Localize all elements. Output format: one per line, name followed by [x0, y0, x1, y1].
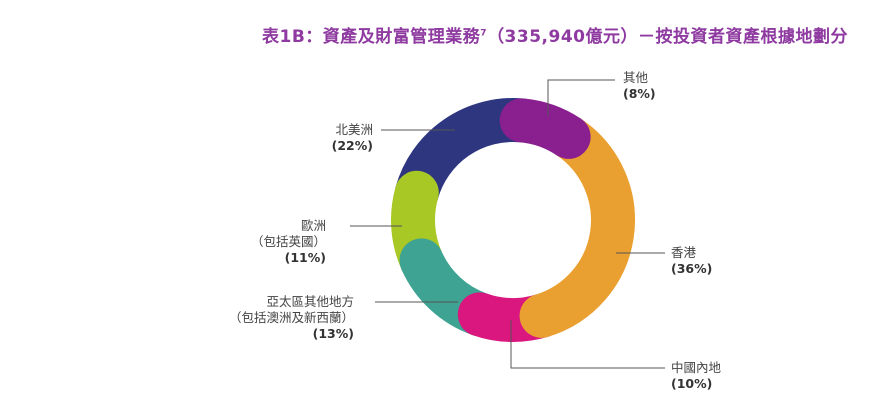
- slice-other: [499, 98, 591, 159]
- label-hk-name: 香港: [671, 245, 697, 260]
- leader-other: [547, 79, 615, 116]
- label-na-name: 北美洲: [335, 122, 373, 137]
- label-other-pct: (8%): [623, 86, 656, 101]
- label-apac-name: 亞太區其他地方: [266, 294, 354, 309]
- label-europe-name: 歐洲: [300, 218, 326, 233]
- slice-hk: [519, 114, 635, 338]
- label-europe-sub: （包括英國）: [250, 234, 326, 249]
- label-na-pct: (22%): [331, 138, 373, 153]
- chart-title: 表1B：資產及財富管理業務7（335,940億元）－按投資者資產根據地劃分: [262, 27, 848, 47]
- label-other: 其他 (8%): [623, 70, 656, 102]
- label-na: 北美洲 (22%): [332, 122, 373, 154]
- label-china-name: 中國內地: [671, 360, 722, 375]
- label-hk: 香港 (36%): [671, 245, 712, 277]
- label-apac-sub: （包括澳洲及新西蘭）: [228, 310, 354, 325]
- label-apac: 亞太區其他地方 （包括澳洲及新西蘭） (13%): [229, 294, 354, 342]
- label-china: 中國內地 (10%): [671, 360, 721, 392]
- label-europe-pct: (11%): [284, 250, 326, 265]
- label-europe: 歐洲 （包括英國） (11%): [251, 218, 326, 266]
- leader-china: [510, 320, 665, 369]
- label-apac-pct: (13%): [312, 326, 354, 341]
- label-china-pct: (10%): [671, 376, 713, 391]
- label-hk-pct: (36%): [671, 261, 713, 276]
- label-other-name: 其他: [623, 70, 649, 85]
